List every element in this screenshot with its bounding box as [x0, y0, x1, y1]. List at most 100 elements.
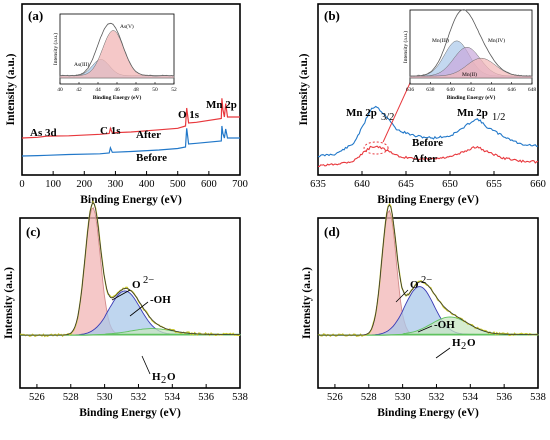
panel-b-inset-mniv-label: Mn(IV): [488, 37, 505, 44]
panel-c-h2o-pointer: [141, 355, 151, 375]
panel-b-label: (b): [324, 8, 340, 23]
panel-b: 635 640 645 650 655 660 Binding Energy (eV) (b)…: [298, 3, 546, 206]
panel-a: 0 100 200 300 400 500 600 700 Binding Energy (eV…: [5, 3, 248, 206]
panel-b-inset-xtick-label: 648: [528, 87, 537, 93]
panel-b-xtick-label: 660: [530, 179, 546, 190]
panel-a-ylabel: Intensity (a.u.): [5, 53, 17, 125]
panel-b-series-before: [317, 105, 539, 158]
panel-d-h2o-pointer: [435, 347, 451, 359]
panel-d-fit-envelope: [318, 204, 538, 336]
panel-d-o2-sup: 2−: [421, 275, 432, 286]
panel-d-oh-pointer: [417, 325, 433, 333]
panel-b-after-label: After: [412, 153, 437, 165]
panel-c-xtick-label: 532: [131, 392, 147, 403]
panel-b-inset-envelope: [409, 9, 532, 77]
panel-a-xtick-label: 100: [45, 179, 61, 190]
panel-c-xtick-label: 536: [198, 392, 214, 403]
panel-a-as3d-label: As 3d: [30, 127, 57, 139]
panel-c-oh-label: -OH: [150, 294, 171, 306]
panel-b-xtick-label: 645: [398, 179, 414, 190]
panel-c-ylabel: Intensity (a.u.): [3, 267, 15, 339]
panel-a-inset: 40 42 44 46 48 50 52 Binding Energy (eV) Intensi…: [52, 13, 177, 101]
panel-b-xtick-label: 650: [442, 179, 458, 190]
panel-b-inset-xtick-label: 646: [508, 87, 517, 93]
panel-d-xtick-label: 526: [327, 392, 343, 403]
panel-d-xtick-label: 536: [496, 392, 512, 403]
panel-b-inset-ylabel: Intensity (a.u.): [402, 31, 409, 63]
panel-d: 526 528 530 532 534 536 538 Binding Energy (eV)…: [301, 202, 546, 419]
panel-a-inset-xtick-label: 40: [57, 87, 63, 93]
panel-b-mn2p12-label: Mn 2p: [457, 107, 488, 119]
panel-b-xtick-label: 640: [354, 179, 370, 190]
panel-a-xtick-label: 300: [108, 179, 124, 190]
panel-c-o2-sup: 2−: [143, 275, 154, 286]
panel-b-ylabel: Intensity (a.u.): [298, 53, 310, 125]
panel-a-xtick-label: 500: [170, 179, 186, 190]
panel-b-before-label: Before: [412, 137, 443, 149]
panel-a-inset-xtick-label: 46: [114, 87, 120, 93]
panel-a-xtick-label: 400: [139, 179, 155, 190]
panel-b-highlight-ellipse: [363, 141, 389, 155]
panel-d-h2o-label-o: O: [467, 337, 476, 349]
panel-a-xtick-label: 0: [19, 179, 24, 190]
panel-b-xtick-label: 635: [310, 179, 326, 190]
panel-a-inset-ylabel: Intensity (a.u.): [52, 33, 59, 65]
panel-c-xtick-label: 534: [164, 392, 181, 403]
panel-b-inset-mnii-label: Mn(II): [462, 71, 477, 78]
panel-d-xtick-label: 532: [429, 392, 445, 403]
panel-a-inset-xtick-label: 44: [95, 87, 101, 93]
panel-d-xlabel: Binding Energy (eV): [377, 407, 479, 419]
panel-d-h2o-label-h: H: [452, 337, 461, 349]
panel-b-mn2p12-sub: 1/2: [492, 112, 505, 123]
panel-b-inset-mniii-label: Mn(III): [432, 37, 449, 44]
panel-d-xtick-label: 534: [462, 392, 479, 403]
panel-c-xtick-label: 530: [97, 392, 113, 403]
panel-a-mn2p-label: Mn 2p: [206, 99, 237, 111]
panel-a-label: (a): [28, 8, 43, 23]
panel-a-inset-xlabel: Binding Energy (eV): [93, 94, 142, 101]
panel-a-xlabel: Binding Energy (eV): [80, 194, 182, 206]
panel-a-after-label: After: [136, 129, 161, 141]
panel-d-xtick-label: 528: [361, 392, 377, 403]
panel-a-inset-asiii-label: As(III): [74, 61, 89, 68]
panel-b-inset-xtick-label: 636: [406, 87, 415, 93]
panel-a-inset-asv-label: As(V): [120, 23, 134, 30]
panel-b-inset: 636 638 640 642 644 646 648 Binding Energy (eV)…: [402, 8, 537, 101]
panel-c: 526 528 530 532 534 536 538 Binding Energy (eV)…: [3, 200, 248, 419]
panel-a-inset-xtick-label: 42: [76, 87, 82, 93]
panel-c-xtick-label: 528: [63, 392, 79, 403]
panel-a-inset-xtick-label: 50: [152, 87, 158, 93]
panel-d-label: (d): [324, 224, 340, 239]
panel-a-c1s-label: C 1s: [100, 125, 121, 137]
panel-b-series-after: [318, 145, 539, 167]
panel-b-inset-xtick-label: 642: [467, 87, 476, 93]
panel-b-mn2p32-sub: 3/2: [381, 112, 394, 123]
panel-a-frame: [21, 3, 241, 176]
panel-c-label: (c): [26, 224, 40, 239]
panel-c-oh-pointer: [129, 301, 149, 317]
panel-c-xtick-label: 538: [232, 392, 248, 403]
panel-c-xtick-label: 526: [29, 392, 45, 403]
panel-d-oh-label: -OH: [434, 319, 455, 331]
panel-b-inset-xtick-label: 638: [426, 87, 435, 93]
panel-a-o1s-label: O 1s: [178, 109, 200, 121]
panel-b-inset-xtick-label: 640: [447, 87, 456, 93]
panel-c-o2-pointer: [111, 289, 131, 301]
panel-a-inset-xtick-label: 48: [133, 87, 139, 93]
panel-a-inset-xtick-label: 52: [171, 87, 177, 93]
panel-a-xtick-label: 200: [76, 179, 92, 190]
panel-b-inset-xtick-label: 644: [487, 87, 496, 93]
panel-d-o2-label: O: [410, 279, 419, 291]
panel-d-xtick-label: 538: [530, 392, 546, 403]
panel-a-before-label: Before: [136, 152, 167, 164]
panel-d-h2o-label-sub: 2: [461, 341, 466, 352]
panel-d-o2-pointer: [395, 289, 409, 303]
panel-b-xtick-label: 655: [486, 179, 502, 190]
panel-d-xtick-label: 530: [395, 392, 411, 403]
panel-d-ylabel: Intensity (a.u.): [301, 267, 313, 339]
panel-c-h2o-label-h: H: [152, 371, 161, 383]
panel-a-series-after: [21, 98, 240, 139]
panel-c-frame: [19, 217, 241, 389]
panel-b-mn2p32-label: Mn 2p: [346, 107, 377, 119]
